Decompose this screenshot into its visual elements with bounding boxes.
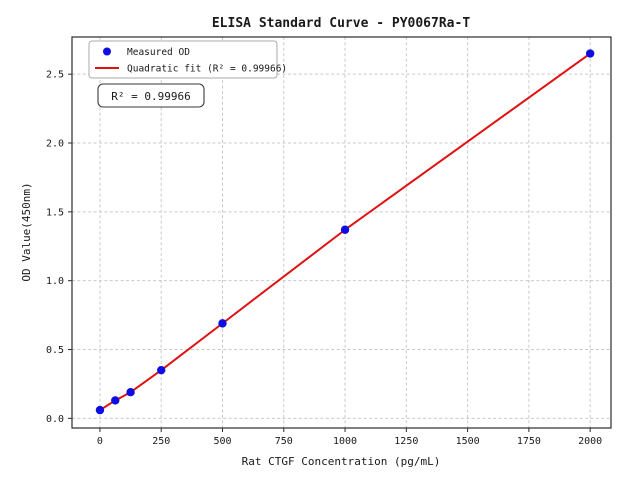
data-point	[126, 388, 135, 397]
annotation-text: R² = 0.99966	[111, 90, 190, 103]
x-tick-label: 500	[213, 436, 231, 447]
y-tick-label: 1.0	[46, 276, 64, 287]
x-tick-label: 1500	[456, 436, 480, 447]
y-tick-label: 2.0	[46, 139, 64, 150]
r-squared-annotation: R² = 0.99966	[97, 83, 205, 108]
y-tick-label: 2.5	[46, 70, 64, 81]
legend: Measured OD Quadratic fit (R² = 0.99966)	[88, 40, 287, 79]
data-point	[340, 225, 350, 234]
x-tick-label: 0	[97, 436, 103, 447]
x-tick-label: 1250	[394, 436, 418, 447]
legend-box	[88, 40, 278, 79]
data-point	[95, 405, 105, 415]
x-tick-label: 750	[275, 436, 293, 447]
data-series	[95, 49, 595, 415]
chart-title: ELISA Standard Curve - PY0067Ra-T	[212, 16, 470, 31]
x-tick-label: 2000	[578, 436, 602, 447]
y-axis-label: OD Value(450nm)	[20, 182, 33, 281]
data-point	[111, 396, 120, 405]
x-tick-label: 250	[152, 436, 170, 447]
data-point	[585, 49, 595, 58]
y-tick-label: 0.0	[46, 414, 64, 425]
y-tick-label: 1.5	[46, 207, 64, 218]
x-tick-label: 1000	[333, 436, 357, 447]
x-tick-label: 1750	[517, 436, 541, 447]
annotation-box	[97, 83, 205, 108]
data-point	[157, 365, 166, 375]
legend-scatter-marker-icon	[103, 47, 111, 56]
legend-entry-quadratic-fit: Quadratic fit (R² = 0.99966)	[127, 64, 287, 75]
axes-ticks: 0 250 500 750 1000 1250 1500 1750 2000 0.0 0.5 1.0 1…	[46, 70, 602, 447]
data-point	[218, 319, 227, 328]
y-tick-label: 0.5	[46, 345, 64, 356]
plot-border	[71, 36, 612, 429]
legend-entry-measured-od: Measured OD	[127, 47, 190, 58]
x-axis-label: Rat CTGF Concentration (pg/mL)	[242, 455, 441, 468]
